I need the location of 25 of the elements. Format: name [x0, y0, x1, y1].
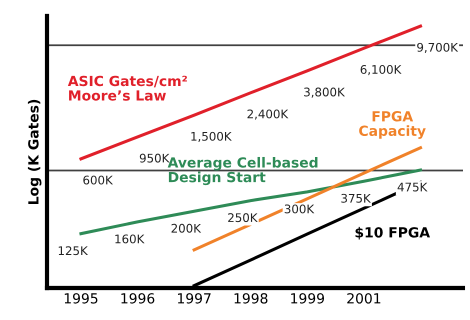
data-label: 1,500K: [191, 132, 232, 142]
data-label: 250K: [228, 213, 258, 222]
x-tick-label: 2001: [347, 293, 380, 304]
x-tick-label: 1995: [64, 293, 98, 304]
series-label: ASIC Gates/cm² Moore’s Law: [68, 76, 187, 101]
x-tick-label: 1997: [178, 293, 211, 304]
data-label: 475K: [398, 182, 428, 192]
series-label: Average Cell-based Design Start: [168, 156, 318, 186]
data-label: 375K: [341, 194, 371, 203]
data-label: 160K: [115, 234, 145, 244]
x-tick-label: 1996: [121, 293, 154, 304]
x-tick-label: 1998: [234, 293, 268, 304]
data-label: 950K: [140, 154, 170, 163]
data-label: 6,100K: [360, 64, 402, 76]
data-label: 125K: [58, 246, 88, 256]
data-label: 3,800K: [304, 88, 346, 98]
data-label: 2,400K: [247, 109, 288, 120]
data-label: 300K: [284, 204, 314, 214]
data-label: 200K: [172, 224, 202, 233]
series-label: $10 FPGA: [356, 226, 430, 240]
x-tick-label: 1999: [291, 293, 324, 304]
data-label: 600K: [83, 176, 114, 185]
data-label: 9,700K: [417, 42, 458, 53]
series-label: FPGA Capacity: [359, 111, 426, 139]
y-axis-title: Log (K Gates): [28, 100, 42, 204]
